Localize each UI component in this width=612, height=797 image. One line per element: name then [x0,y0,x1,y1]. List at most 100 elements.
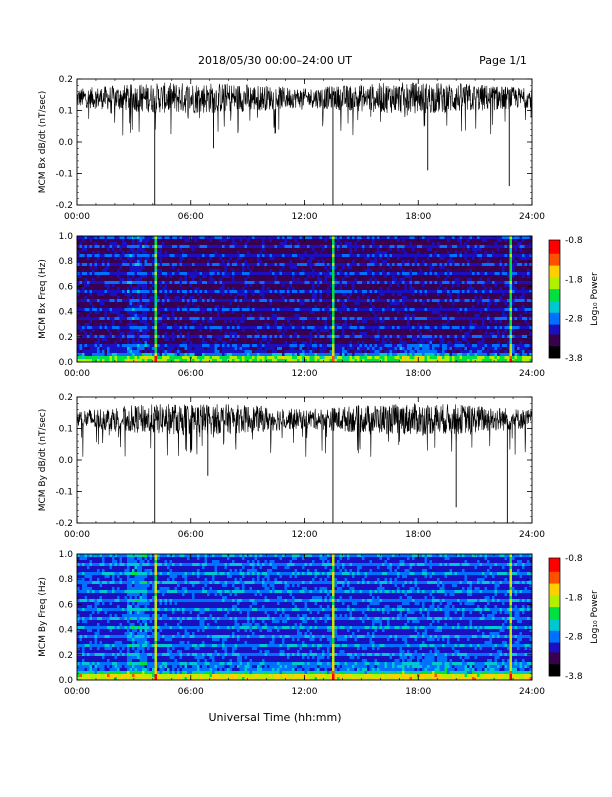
heatmap-cell [225,251,228,254]
heatmap-cell [265,260,268,263]
heatmap-cell [172,299,175,302]
heatmap-cell [350,329,353,332]
heatmap-cell [297,284,300,287]
heatmap-cell [197,299,200,302]
heatmap-cell [100,293,103,296]
heatmap-cell [255,242,258,245]
heatmap-cell [215,275,218,278]
heatmap-cell [130,320,133,323]
heatmap-cell [197,311,200,314]
heatmap-cell [222,317,225,320]
heatmap-cell [232,329,235,332]
heatmap-cell [157,299,160,302]
heatmap-cell [272,236,275,239]
heatmap-cell [307,356,310,359]
heatmap-cell [337,272,340,275]
heatmap-cell [102,287,105,290]
heatmap-cell [272,275,275,278]
heatmap-cell [187,308,190,311]
heatmap-cell [165,326,168,329]
heatmap-cell [310,338,313,341]
heatmap-cell [125,293,128,296]
heatmap-cell [162,242,165,245]
heatmap-cell [155,317,158,320]
heatmap-cell [170,293,173,296]
heatmap-cell [245,245,248,248]
heatmap-cell [305,278,308,281]
heatmap-cell [192,236,195,239]
heatmap-cell [147,308,150,311]
heatmap-cell [357,272,360,275]
heatmap-cell [85,281,88,284]
heatmap-cell [242,329,245,332]
heatmap-cell [320,323,323,326]
heatmap-cell [245,275,248,278]
heatmap-cell [165,296,168,299]
heatmap-cell [180,356,183,359]
heatmap-cell [345,260,348,263]
heatmap-cell [180,350,183,353]
heatmap-cell [195,248,198,251]
heatmap-cell [215,326,218,329]
heatmap-cell [85,275,88,278]
heatmap-cell [265,329,268,332]
heatmap-cell [197,350,200,353]
heatmap-cell [360,281,363,284]
heatmap-cell [247,338,250,341]
heatmap-cell [217,353,220,356]
heatmap-cell [265,317,268,320]
heatmap-cell [235,242,238,245]
heatmap-cell [167,326,170,329]
heatmap-cell [335,266,338,269]
heatmap-cell [257,251,260,254]
heatmap-cell [147,320,150,323]
heatmap-cell [342,263,345,266]
heatmap-cell [190,254,193,257]
heatmap-cell [310,275,313,278]
heatmap-cell [200,317,203,320]
heatmap-cell [82,326,85,329]
heatmap-cell [92,266,95,269]
heatmap-cell [120,239,123,242]
heatmap-cell [215,257,218,260]
heatmap-cell [125,332,128,335]
heatmap-cell [132,344,135,347]
heatmap-cell [315,269,318,272]
heatmap-cell [345,335,348,338]
heatmap-cell [160,347,163,350]
heatmap-cell [317,326,320,329]
heatmap-cell [165,314,168,317]
heatmap-cell [267,311,270,314]
heatmap-cell [117,296,120,299]
heatmap-cell [275,269,278,272]
heatmap-cell [97,344,100,347]
heatmap-cell [365,302,368,305]
heatmap-cell [275,272,278,275]
heatmap-cell [152,338,155,341]
heatmap-cell [90,320,93,323]
heatmap-cell [187,347,190,350]
heatmap-cell [107,248,110,251]
heatmap-cell [335,239,338,242]
heatmap-cell [365,290,368,293]
heatmap-cell [317,254,320,257]
heatmap-cell [167,290,170,293]
heatmap-cell [95,314,98,317]
heatmap-cell [232,335,235,338]
heatmap-cell [315,302,318,305]
heatmap-cell [270,311,273,314]
heatmap-cell [145,344,148,347]
heatmap-cell [175,251,178,254]
heatmap-cell [145,335,148,338]
heatmap-cell [107,311,110,314]
heatmap-cell [87,326,90,329]
heatmap-cell [115,353,118,356]
heatmap-cell [145,314,148,317]
heatmap-cell [275,293,278,296]
heatmap-cell [222,293,225,296]
heatmap-cell [207,263,210,266]
heatmap-cell [335,308,338,311]
heatmap-cell [270,332,273,335]
heatmap-cell [272,347,275,350]
heatmap-cell [165,323,168,326]
